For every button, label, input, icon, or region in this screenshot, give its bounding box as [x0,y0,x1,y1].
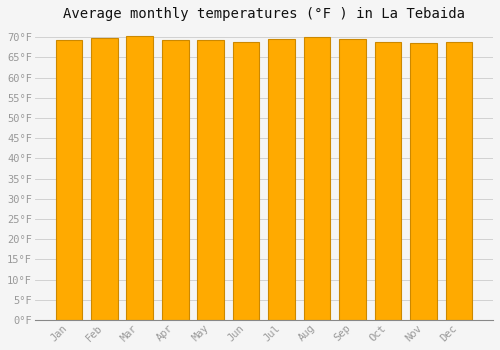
Bar [233,42,260,320]
Title: Average monthly temperatures (°F ) in La Tebaida: Average monthly temperatures (°F ) in La… [63,7,465,21]
Bar [410,43,437,320]
Bar [56,40,82,320]
Bar [268,39,295,320]
Bar [446,42,472,320]
Bar [374,42,402,320]
Bar [339,39,366,320]
Bar [198,40,224,320]
Bar [126,36,153,320]
Bar [162,40,188,320]
Bar [304,37,330,320]
Bar [91,38,118,320]
